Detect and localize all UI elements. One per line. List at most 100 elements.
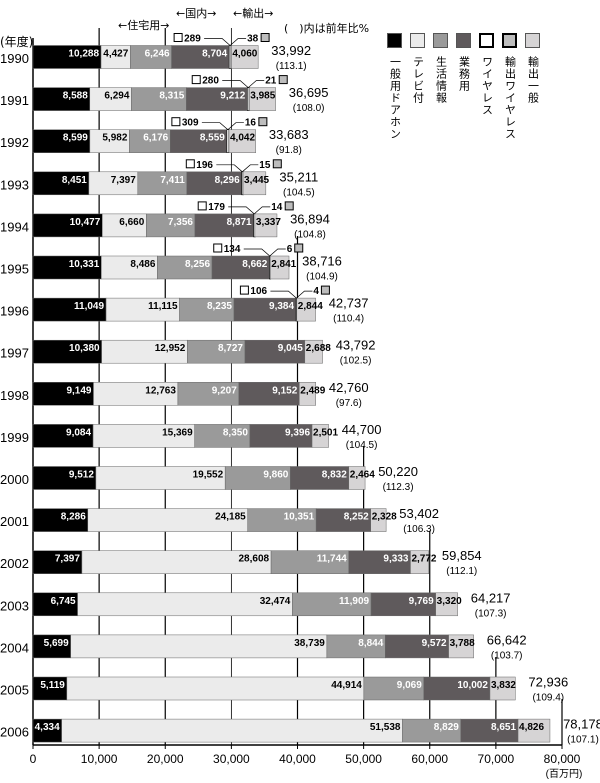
- data-label: 10,351: [284, 512, 315, 523]
- data-label: 7,397: [55, 554, 80, 565]
- data-label: 9,069: [397, 680, 422, 691]
- data-label: 2,464: [350, 470, 375, 481]
- data-label: 9,152: [272, 385, 297, 396]
- bar-segment: [226, 129, 230, 153]
- export-wireless-label: 38: [247, 34, 259, 45]
- domestic-header: ←国内→: [176, 7, 217, 20]
- data-label: 8,727: [218, 343, 243, 354]
- bar-segment: [311, 424, 329, 448]
- x-tick-label: 40,000: [279, 752, 316, 766]
- data-label: 4,334: [35, 722, 60, 733]
- data-label: 11,115: [148, 301, 178, 312]
- legend-item: 輸出一般: [524, 33, 541, 140]
- total-label: 36,894: [290, 211, 330, 226]
- ratio-label: (104.9): [306, 272, 338, 283]
- total-label: 59,854: [442, 548, 482, 563]
- ratio-label: (97.6): [336, 398, 362, 409]
- export-wireless-label: 21: [265, 76, 277, 87]
- total-label: 64,217: [471, 590, 511, 605]
- legend-swatch: [387, 33, 402, 48]
- annotation-leader: [270, 290, 297, 299]
- ratio-label: (104.5): [283, 187, 315, 198]
- legend-item: 一般用ドアホン: [386, 33, 403, 140]
- year-label: 1994: [0, 219, 29, 234]
- wireless-marker: [197, 201, 207, 211]
- export-wireless-label: 16: [245, 118, 257, 129]
- export-wireless-label: 4: [313, 286, 319, 297]
- data-label: 32,474: [260, 596, 291, 607]
- legend-label: 輸出一般: [526, 56, 540, 104]
- x-tick-label: 0: [30, 752, 37, 766]
- data-label: 15,369: [162, 427, 193, 438]
- data-label: 3,337: [256, 217, 281, 228]
- ratio-label: (112.1): [446, 566, 477, 577]
- wireless-marker: [213, 243, 223, 253]
- year-label: 1997: [0, 346, 29, 361]
- x-tick-label: 10,000: [81, 752, 118, 766]
- bar-segment: [435, 592, 458, 617]
- year-label: 2003: [0, 598, 29, 613]
- data-label: 9,769: [409, 596, 434, 607]
- year-label: 2005: [0, 683, 29, 698]
- data-label: 10,380: [69, 343, 100, 354]
- total-label: 36,695: [289, 85, 329, 100]
- data-label: 10,331: [69, 259, 100, 270]
- ratio-label: (91.8): [276, 145, 302, 156]
- ratio-label: (104.8): [294, 229, 326, 240]
- annotation-leader: [247, 80, 265, 88]
- total-label: 50,220: [378, 464, 418, 479]
- data-label: 9,333: [383, 554, 408, 565]
- legend-label: ワイヤレス: [480, 56, 494, 116]
- data-label: 12,952: [155, 343, 186, 354]
- bar-segment: [66, 676, 365, 701]
- x-tick-label: 30,000: [213, 752, 250, 766]
- data-label: 11,049: [74, 301, 104, 312]
- total-label: 38,716: [302, 254, 342, 269]
- data-label: 11,744: [317, 554, 347, 565]
- data-label: 51,538: [370, 722, 401, 733]
- bar-segment: [249, 87, 276, 111]
- legend-item: 輸出ワイヤレス: [501, 33, 518, 140]
- export-wireless-label: 6: [287, 244, 293, 255]
- data-label: 7,411: [160, 175, 185, 186]
- export-wireless-marker: [258, 117, 268, 127]
- wireless-label: 280: [202, 76, 219, 87]
- data-label: 9,384: [269, 301, 294, 312]
- data-label: 4,042: [230, 133, 255, 144]
- year-label: 1996: [0, 304, 29, 319]
- data-label: 8,871: [227, 217, 252, 228]
- housing-header: ←住宅用→: [118, 19, 170, 32]
- data-label: 2,501: [313, 427, 338, 438]
- year-label: 1990: [0, 51, 29, 66]
- bar-segment: [348, 466, 366, 490]
- bar-segment: [517, 718, 551, 743]
- data-label: 6,176: [143, 133, 168, 144]
- year-unit-label: (年度): [0, 35, 34, 49]
- year-label: 1999: [0, 430, 29, 445]
- bar-segment: [242, 171, 267, 196]
- data-label: 3,320: [437, 596, 462, 607]
- data-label: 24,185: [215, 512, 246, 523]
- annotation-leader: [227, 122, 244, 130]
- ratio-label: (112.3): [383, 482, 414, 493]
- total-label: 44,700: [342, 422, 382, 437]
- data-label: 8,651: [491, 722, 516, 733]
- annotation-leader: [222, 80, 249, 88]
- data-label: 9,572: [422, 638, 447, 649]
- bar-segment: [370, 508, 387, 532]
- export-header: ←輸出→: [233, 7, 274, 20]
- wireless-marker: [171, 117, 181, 127]
- total-label: 42,737: [329, 296, 369, 311]
- year-label: 1995: [0, 262, 29, 277]
- annotation-leader: [204, 38, 231, 46]
- data-label: 5,982: [102, 133, 127, 144]
- data-label: 10,477: [70, 217, 101, 228]
- data-label: 8,588: [63, 91, 88, 102]
- data-label: 8,350: [223, 427, 248, 438]
- ratio-label: (104.5): [346, 440, 378, 451]
- data-label: 6,246: [145, 49, 170, 60]
- bar-segment: [228, 129, 256, 153]
- data-label: 38,739: [294, 638, 325, 649]
- data-label: 11,909: [339, 596, 369, 607]
- export-wireless-marker: [278, 75, 288, 85]
